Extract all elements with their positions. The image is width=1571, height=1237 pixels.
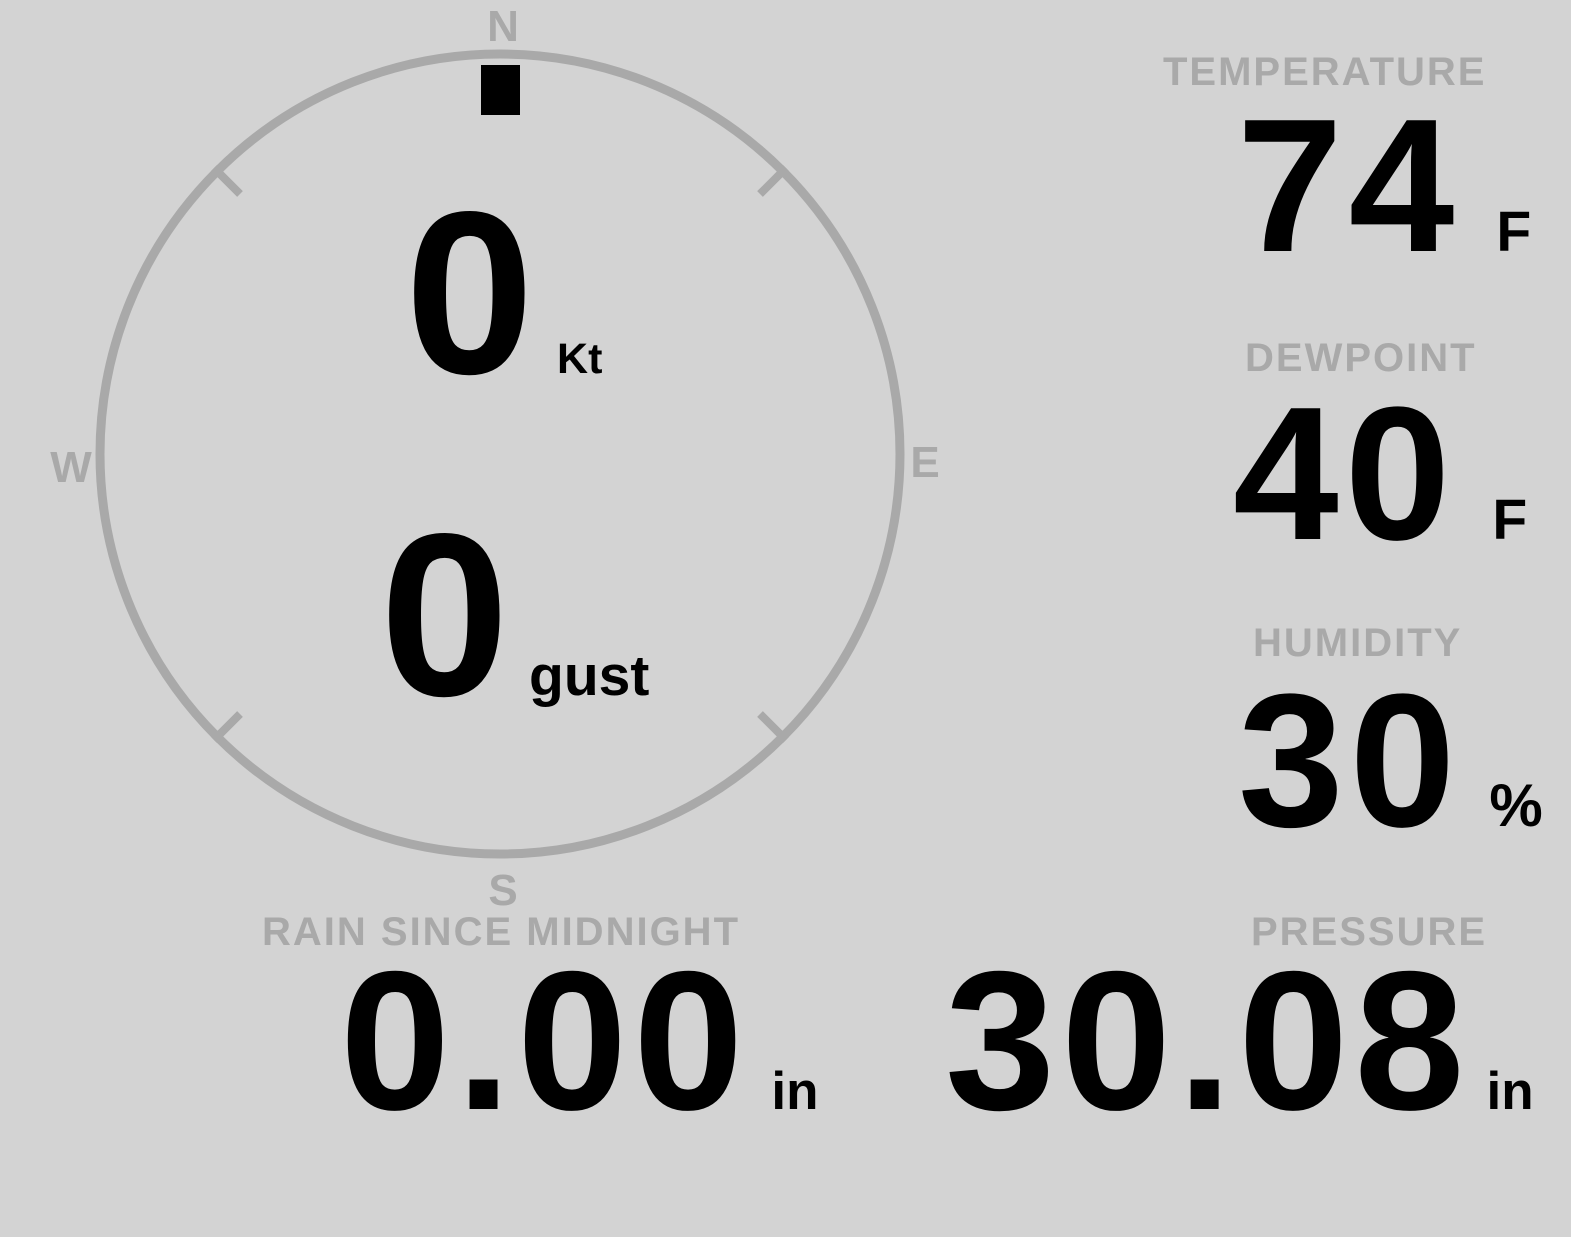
wind-gust-readout: 0 gust	[380, 500, 649, 732]
compass-label-north: N	[487, 2, 519, 51]
wind-gust-unit: gust	[529, 644, 650, 708]
compass-label-south: S	[488, 866, 518, 915]
rain-since-midnight-label: RAIN SINCE MIDNIGHT	[262, 910, 740, 954]
humidity-label: HUMIDITY	[1253, 621, 1463, 665]
pressure-readout: 30.08 in	[945, 942, 1534, 1140]
wind-speed-value: 0	[405, 164, 535, 423]
dewpoint-readout: 40 F	[1233, 379, 1527, 569]
compass-tick-sw-icon	[211, 711, 243, 743]
rain-since-midnight-unit: in	[771, 1062, 819, 1121]
dewpoint-label: DEWPOINT	[1245, 336, 1477, 380]
wind-direction-marker-icon	[481, 65, 520, 115]
wind-gust-value: 0	[380, 486, 510, 745]
compass-label-east: E	[910, 438, 940, 487]
compass-label-west: W	[50, 443, 92, 492]
pressure-unit: in	[1486, 1062, 1534, 1121]
temperature-label: TEMPERATURE	[1163, 50, 1487, 94]
rain-since-midnight-readout: 0.00 in	[340, 942, 818, 1140]
compass-ring	[95, 49, 905, 859]
pressure-label: PRESSURE	[1251, 910, 1488, 954]
compass-tick-se-icon	[757, 711, 789, 743]
temperature-unit: F	[1496, 200, 1532, 264]
rain-since-midnight-value: 0.00	[340, 930, 750, 1151]
dewpoint-unit: F	[1492, 488, 1528, 552]
humidity-unit: %	[1489, 772, 1543, 839]
compass-tick-ne-icon	[757, 165, 789, 197]
humidity-readout: 30 %	[1238, 666, 1543, 856]
humidity-value: 30	[1238, 655, 1462, 867]
temperature-readout: 74 F	[1237, 91, 1531, 281]
wind-speed-unit: Kt	[557, 335, 603, 383]
pressure-value: 30.08	[945, 930, 1471, 1151]
compass-tick-nw-icon	[211, 165, 243, 197]
temperature-value: 74	[1237, 80, 1461, 292]
dewpoint-value: 40	[1233, 368, 1457, 580]
wind-speed-readout: 0 Kt	[405, 178, 602, 410]
